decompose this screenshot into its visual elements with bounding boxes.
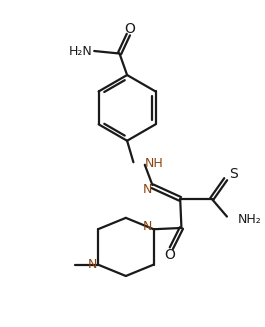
Text: O: O [124, 22, 135, 36]
Text: NH₂: NH₂ [237, 213, 261, 226]
Text: H₂N: H₂N [69, 44, 93, 58]
Text: O: O [165, 248, 175, 262]
Text: N: N [143, 183, 153, 196]
Text: N: N [87, 258, 97, 271]
Text: S: S [229, 167, 237, 181]
Text: N: N [143, 220, 152, 233]
Text: NH: NH [145, 157, 164, 170]
